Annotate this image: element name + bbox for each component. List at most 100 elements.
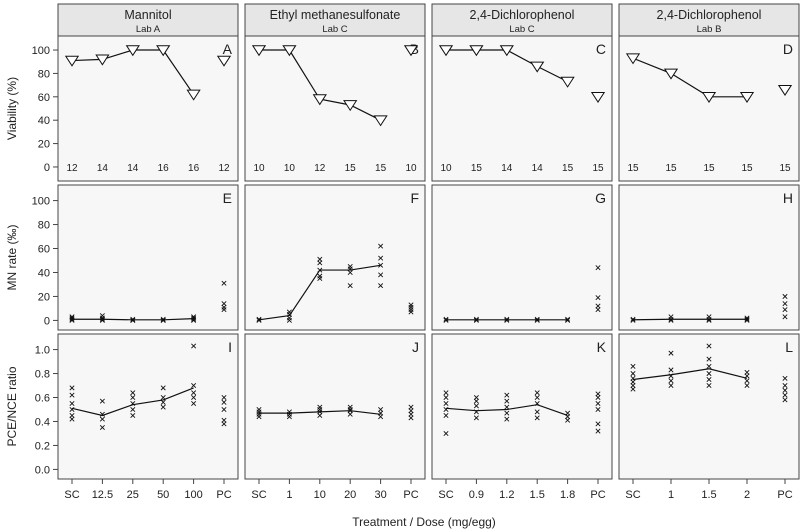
data-point: [378, 262, 384, 268]
data-point: [706, 356, 712, 362]
panel-frame: [244, 184, 426, 331]
sample-size-label: 15: [703, 163, 715, 174]
data-point: [317, 256, 323, 262]
data-point-stroke: [69, 385, 75, 391]
x-tick-label: 10: [314, 489, 326, 501]
data-point-stroke: [782, 314, 788, 320]
axes: 0 20 40 60 80 100 Viability (%) 0 20 40 60 80 100 MN …: [5, 45, 793, 501]
data-point-stroke: [347, 283, 353, 289]
data-point: [443, 317, 449, 323]
data-point-stroke: [317, 256, 323, 262]
panel-frame: [431, 35, 613, 182]
data-point: [668, 317, 674, 323]
x-tick-label: 1.8: [560, 489, 575, 501]
x-tick-label: 1.5: [701, 489, 716, 501]
data-point-stroke: [221, 301, 227, 307]
data-point-stroke: [69, 392, 75, 398]
mean-line: [632, 318, 747, 321]
data-point-stroke: [595, 265, 601, 271]
data-point: [378, 283, 384, 289]
data-point: [595, 421, 601, 427]
data-point-stroke: [256, 406, 262, 413]
panel-frame: [57, 184, 239, 331]
sample-size-label: 15: [471, 163, 483, 174]
data-point: [130, 317, 136, 323]
data-point-stroke: [504, 392, 510, 398]
sample-size-label: 15: [627, 163, 639, 174]
data-point-stroke: [256, 316, 262, 322]
data-point-stroke: [99, 398, 105, 404]
data-point: [69, 315, 75, 321]
panel-I: I: [69, 339, 232, 430]
data-point: [630, 363, 636, 369]
data-point-stroke: [378, 414, 384, 420]
data-point: [744, 373, 750, 379]
data-point: [744, 383, 750, 389]
data-point-stroke: [744, 383, 750, 389]
sample-size-label: 12: [314, 163, 326, 174]
data-point: [160, 317, 166, 323]
data-point-stroke: [443, 317, 449, 323]
data-point: [130, 316, 136, 322]
viability-marker: [64, 55, 80, 67]
data-point: [347, 408, 353, 414]
data-point-stroke: [443, 390, 449, 396]
data-point-stroke: [595, 391, 601, 397]
panel-E: E: [69, 190, 232, 323]
data-point-stroke: [191, 400, 197, 407]
panel-letter: F: [410, 190, 419, 206]
data-point: [706, 317, 712, 323]
data-point: [630, 316, 636, 322]
panel-F: F: [256, 190, 419, 323]
data-point-stroke: [69, 400, 75, 407]
data-point-stroke: [408, 411, 414, 417]
data-point: [408, 408, 414, 414]
data-point: [534, 400, 540, 407]
data-point: [317, 412, 323, 419]
data-point-stroke: [744, 373, 750, 379]
panel-letter: K: [597, 339, 607, 355]
data-point: [443, 316, 449, 322]
data-point: [473, 316, 479, 322]
data-point: [347, 283, 353, 289]
data-point-stroke: [782, 392, 788, 398]
data-point-stroke: [534, 409, 540, 415]
data-point: [744, 378, 750, 384]
panel-frame: [618, 184, 800, 331]
panel-frame: [244, 333, 426, 480]
panel-L: L: [630, 339, 793, 403]
data-point-stroke: [504, 416, 510, 422]
data-point-stroke: [706, 317, 712, 323]
panels: A121414161612B101012151510C101514141515D…: [57, 35, 800, 480]
data-point: [221, 399, 227, 405]
data-point-stroke: [668, 350, 674, 356]
data-point-stroke: [473, 394, 479, 401]
data-point: [99, 424, 105, 430]
data-point: [443, 406, 449, 413]
data-point: [191, 400, 197, 407]
data-point: [782, 375, 788, 381]
data-point: [504, 404, 510, 410]
data-point: [130, 400, 136, 407]
panel-letter: I: [228, 339, 232, 355]
data-point: [473, 409, 479, 415]
data-point-stroke: [473, 403, 479, 409]
data-point: [99, 313, 105, 319]
data-point-stroke: [595, 394, 601, 401]
data-point-stroke: [69, 416, 75, 422]
data-point: [534, 390, 540, 396]
data-point: [191, 314, 197, 320]
data-point: [221, 304, 227, 310]
data-point-stroke: [160, 404, 166, 410]
data-point: [504, 317, 510, 323]
data-point-stroke: [443, 430, 449, 436]
data-point-stroke: [782, 383, 788, 389]
column-title: 2,4-Dichlorophenol: [470, 8, 575, 22]
sample-size-label: 14: [501, 163, 513, 174]
data-point: [69, 400, 75, 407]
data-point-stroke: [69, 406, 75, 413]
data-point: [706, 314, 712, 320]
x-tick-label: 20: [344, 489, 356, 501]
data-point-stroke: [378, 272, 384, 278]
